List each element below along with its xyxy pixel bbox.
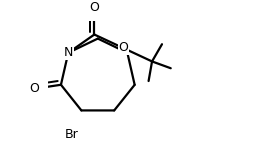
Text: O: O: [29, 82, 39, 95]
Text: N: N: [64, 46, 73, 59]
Text: Br: Br: [65, 128, 79, 141]
Text: O: O: [89, 1, 99, 14]
Text: O: O: [118, 41, 128, 55]
